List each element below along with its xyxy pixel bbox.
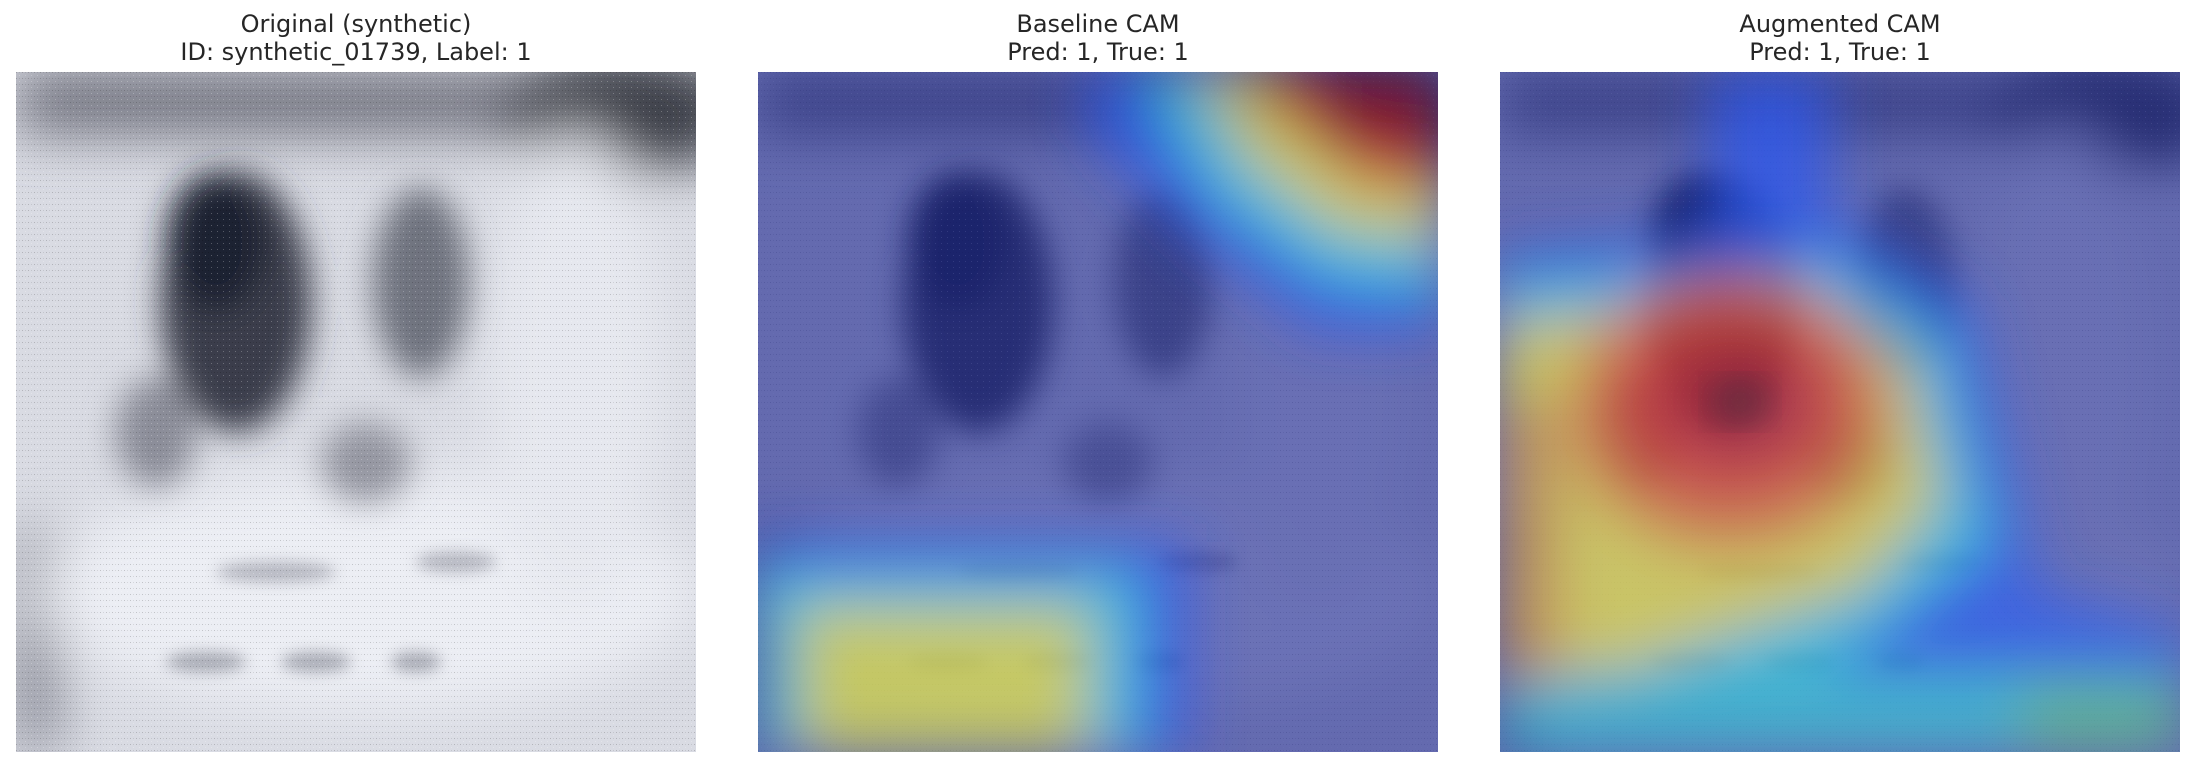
panel-title: Augmented CAM Pred: 1, True: 1 bbox=[1500, 10, 2180, 66]
augmented-cam-canvas bbox=[1500, 72, 2180, 752]
baseline-cam-canvas bbox=[758, 72, 1438, 752]
panel-title-line1: Augmented CAM bbox=[1739, 10, 1941, 38]
panel-title-line2: Pred: 1, True: 1 bbox=[1007, 38, 1189, 66]
augmented-cam-heatmap-image bbox=[1500, 72, 2180, 752]
panel-original: Original (synthetic) ID: synthetic_01739… bbox=[16, 0, 696, 767]
panel-baseline-cam: Baseline CAM Pred: 1, True: 1 bbox=[758, 0, 1438, 767]
panel-title-line1: Original (synthetic) bbox=[240, 10, 472, 38]
original-image-canvas bbox=[16, 72, 696, 752]
panel-title: Baseline CAM Pred: 1, True: 1 bbox=[758, 10, 1438, 66]
panel-title-line2: Pred: 1, True: 1 bbox=[1749, 38, 1931, 66]
panel-title-line2: ID: synthetic_01739, Label: 1 bbox=[180, 38, 532, 66]
original-xray-image bbox=[16, 72, 696, 752]
panel-title: Original (synthetic) ID: synthetic_01739… bbox=[16, 10, 696, 66]
panel-title-line1: Baseline CAM bbox=[1016, 10, 1180, 38]
baseline-cam-heatmap-image bbox=[758, 72, 1438, 752]
panel-augmented-cam: Augmented CAM Pred: 1, True: 1 bbox=[1500, 0, 2180, 767]
